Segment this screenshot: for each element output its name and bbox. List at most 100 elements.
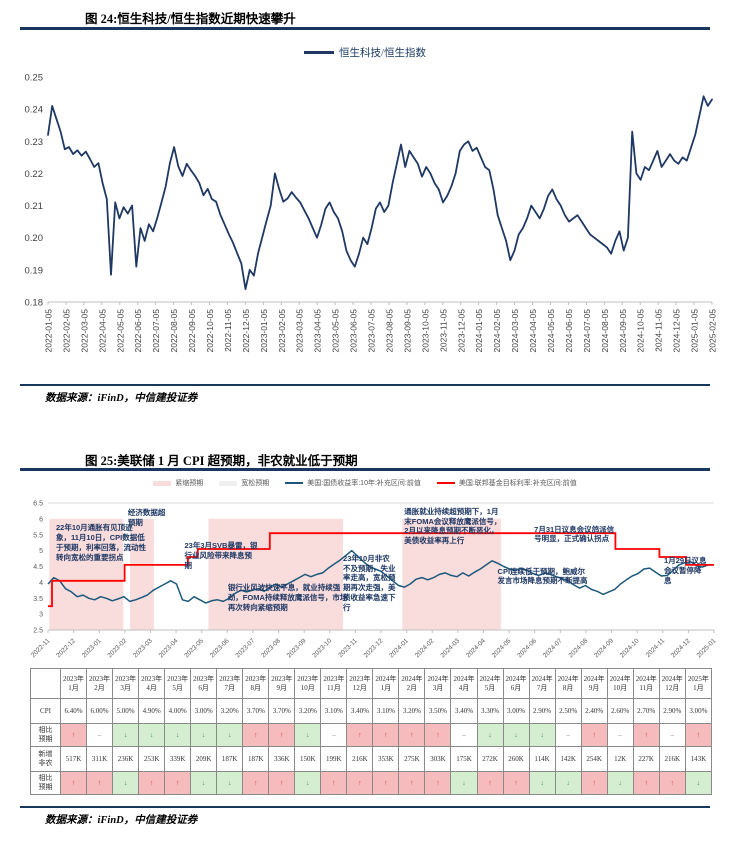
nfp-vs-expectation-cell: ↓ bbox=[294, 771, 322, 795]
svg-text:2023-07-05: 2023-07-05 bbox=[367, 309, 377, 353]
svg-text:2023-11-05: 2023-11-05 bbox=[438, 309, 448, 352]
cpi-value-cell: 3.30% bbox=[476, 698, 504, 724]
svg-text:2022-12-05: 2022-12-05 bbox=[241, 309, 251, 353]
figure25-legend: 紧缩预期 宽松预期 美国:国债收益率:10年:补充区间:前值 美国:联邦基金目标… bbox=[0, 478, 730, 488]
month-header-cell: 2024年 9月 bbox=[580, 668, 608, 699]
cpi-value-cell: 3.00% bbox=[190, 698, 218, 724]
svg-text:2023-06-05: 2023-06-05 bbox=[349, 309, 359, 353]
figure24-legend: 恒生科技/恒生指数 bbox=[0, 45, 730, 60]
svg-text:2023-07: 2023-07 bbox=[235, 637, 257, 659]
month-header-cell: 2023年 4月 bbox=[138, 668, 166, 699]
cpi-value-cell: 5.00% bbox=[112, 698, 140, 724]
cpi-vs-expectation-cell: ↑ bbox=[580, 723, 608, 747]
nfp-vs-expectation-cell: ↑ bbox=[346, 771, 374, 795]
cpi-vs-expectation-cell: ↓ bbox=[112, 723, 140, 747]
nfp-vs-expectation-cell: ↑ bbox=[138, 771, 166, 795]
nfp-value-cell: 275K bbox=[398, 746, 426, 772]
tightening-expectation-band bbox=[129, 518, 154, 630]
nfp-vs-expectation-cell: ↑ bbox=[476, 771, 504, 795]
month-header-cell: 2024年 3月 bbox=[424, 668, 452, 699]
nfp-vs-expectation-cell: ↑ bbox=[268, 771, 296, 795]
svg-text:2025-02-05: 2025-02-05 bbox=[708, 309, 718, 353]
svg-text:2023-02-05: 2023-02-05 bbox=[277, 309, 287, 353]
nfp-value-cell: 150K bbox=[294, 746, 322, 772]
svg-text:5: 5 bbox=[39, 548, 43, 555]
row-header-cell: 相比 预期 bbox=[30, 723, 61, 747]
row-header-cell: CPI bbox=[30, 698, 61, 724]
nfp-value-cell: 303K bbox=[424, 746, 452, 772]
nfp-value-cell: 253K bbox=[138, 746, 166, 772]
svg-text:2023-08-05: 2023-08-05 bbox=[384, 309, 394, 353]
cpi-vs-expectation-cell: ↑ bbox=[398, 723, 426, 747]
month-header-cell: 2023年 11月 bbox=[320, 668, 348, 699]
nfp-value-cell: 187K bbox=[242, 746, 270, 772]
cpi-value-cell: 3.20% bbox=[216, 698, 244, 724]
svg-text:2022-06-05: 2022-06-05 bbox=[133, 309, 143, 353]
svg-text:2024-03-05: 2024-03-05 bbox=[510, 309, 520, 353]
cpi-value-cell: 2.90% bbox=[658, 698, 686, 724]
month-header-cell: 2024年 11月 bbox=[632, 668, 660, 699]
figure25-top-divider bbox=[20, 468, 710, 471]
svg-text:2024-07-05: 2024-07-05 bbox=[582, 309, 592, 353]
nfp-value-cell: 216K bbox=[658, 746, 686, 772]
nfp-value-cell: 336K bbox=[268, 746, 296, 772]
svg-text:2023-09-05: 2023-09-05 bbox=[402, 309, 412, 353]
month-header-cell: 2024年 12月 bbox=[658, 668, 686, 699]
svg-text:0.23: 0.23 bbox=[25, 137, 44, 148]
cpi-value-cell: 3.20% bbox=[398, 698, 426, 724]
nfp-value-cell: 12K bbox=[606, 746, 634, 772]
svg-text:2023-02: 2023-02 bbox=[106, 637, 128, 659]
svg-text:2023-08: 2023-08 bbox=[260, 637, 282, 659]
nfp-value-cell: 311K bbox=[86, 746, 114, 772]
legend-label: 宽松预期 bbox=[241, 480, 270, 487]
hstech-hsi-ratio-line-chart: 0.25 0.24 0.23 0.22 0.21 0.20 0.19 0.182022-01-… bbox=[25, 73, 718, 353]
svg-text:0.21: 0.21 bbox=[25, 201, 44, 212]
svg-text:2023-04: 2023-04 bbox=[158, 637, 180, 659]
cpi-vs-expectation-cell: – bbox=[554, 723, 582, 747]
svg-text:4.5: 4.5 bbox=[33, 564, 43, 571]
nfp-vs-expectation-cell: ↑ bbox=[242, 771, 270, 795]
svg-text:3.5: 3.5 bbox=[33, 596, 43, 603]
cpi-vs-expectation-cell: ↑ bbox=[424, 723, 452, 747]
tightening-expectation-band bbox=[49, 518, 124, 630]
month-header-cell: 2023年 3月 bbox=[112, 668, 140, 699]
svg-text:2024-04: 2024-04 bbox=[465, 637, 487, 659]
month-header-cell: 2023年 7月 bbox=[216, 668, 244, 699]
svg-text:0.22: 0.22 bbox=[25, 169, 44, 180]
nfp-value-cell: 272K bbox=[476, 746, 504, 772]
svg-text:2024-05: 2024-05 bbox=[491, 637, 513, 659]
svg-text:2022-08-05: 2022-08-05 bbox=[169, 309, 179, 353]
nfp-vs-expectation-cell: ↓ bbox=[112, 771, 140, 795]
cpi-vs-expectation-cell: ↑ bbox=[242, 723, 270, 747]
svg-text:2024-11: 2024-11 bbox=[645, 637, 667, 659]
month-header-cell: 2025年 1月 bbox=[684, 668, 713, 699]
legend-item-fed-funds: 美国:联邦基金目标利率:补充区间:前值 bbox=[436, 478, 577, 488]
cpi-vs-expectation-cell: ↓ bbox=[138, 723, 166, 747]
cpi-vs-expectation-cell: ↑ bbox=[59, 723, 88, 747]
month-header-cell: 2023年 12月 bbox=[346, 668, 374, 699]
nfp-vs-expectation-cell: ↑ bbox=[580, 771, 608, 795]
cpi-vs-expectation-cell: ↓ bbox=[528, 723, 556, 747]
nfp-value-cell: 254K bbox=[580, 746, 608, 772]
tightening-band-swatch bbox=[153, 480, 172, 486]
cpi-vs-expectation-cell: ↓ bbox=[294, 723, 322, 747]
nfp-vs-expectation-cell: ↓ bbox=[450, 771, 478, 795]
cpi-value-cell: 3.00% bbox=[502, 698, 530, 724]
svg-text:2022-04-05: 2022-04-05 bbox=[97, 309, 107, 353]
svg-text:2023-03-05: 2023-03-05 bbox=[295, 309, 305, 353]
svg-text:2022-03-05: 2022-03-05 bbox=[79, 309, 89, 353]
cpi-vs-expectation-cell: – bbox=[606, 723, 634, 747]
row-header-cell: 新增 非农 bbox=[30, 746, 61, 772]
cpi-value-cell: 2.90% bbox=[528, 698, 556, 724]
svg-text:2023-04-05: 2023-04-05 bbox=[313, 309, 323, 353]
svg-text:4: 4 bbox=[39, 580, 43, 587]
nfp-vs-expectation-cell: ↓ bbox=[190, 771, 218, 795]
legend-item-tightening: 紧缩预期 bbox=[153, 478, 203, 488]
nfp-value-cell: 339K bbox=[164, 746, 192, 772]
legend-line-swatch bbox=[304, 51, 335, 54]
cpi-vs-expectation-cell: – bbox=[86, 723, 114, 747]
svg-text:2022-07-05: 2022-07-05 bbox=[151, 309, 161, 353]
us-10y-yield-series bbox=[47, 549, 714, 604]
svg-text:2022-12: 2022-12 bbox=[55, 637, 77, 659]
month-header-cell: 2023年 9月 bbox=[268, 668, 296, 699]
